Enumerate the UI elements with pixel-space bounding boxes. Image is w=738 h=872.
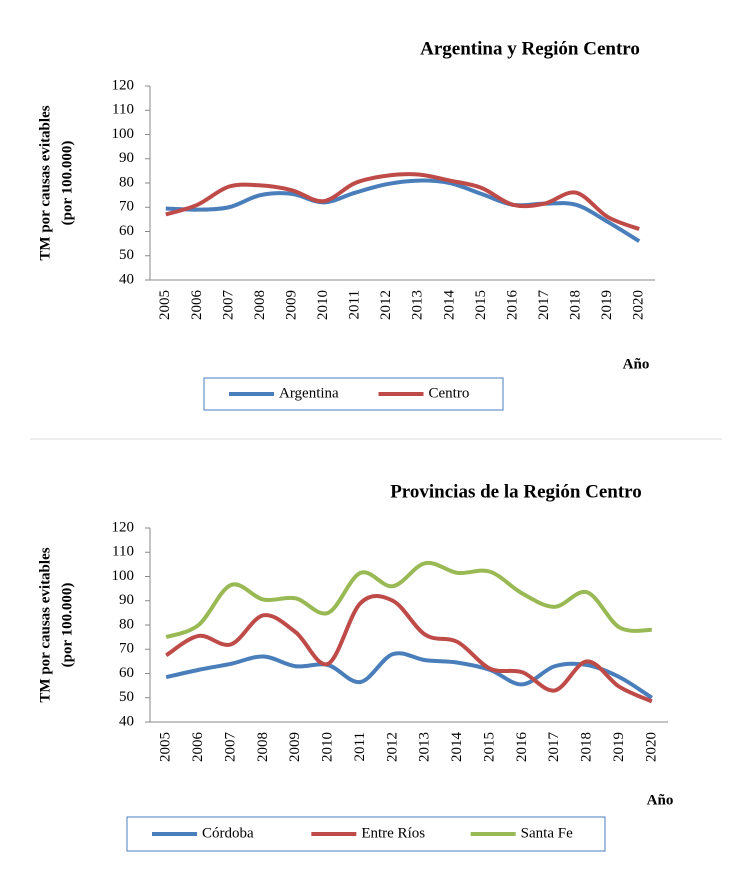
x-tick-label: 2009 xyxy=(283,290,299,320)
line-series xyxy=(165,560,652,640)
x-tick-label: 2017 xyxy=(546,732,562,763)
x-tick-label: 2007 xyxy=(222,732,238,763)
y-tick-label: 110 xyxy=(112,544,134,560)
y-tick-label: 120 xyxy=(112,77,135,93)
x-tick-label: 2019 xyxy=(611,732,627,762)
legend-label: Córdoba xyxy=(202,825,254,841)
y-tick-label: 100 xyxy=(112,126,135,142)
x-tick-label: 2016 xyxy=(504,290,520,321)
x-axis-label: Año xyxy=(623,356,650,372)
x-tick-label: 2011 xyxy=(347,290,363,319)
x-tick-label: 2011 xyxy=(352,732,368,761)
y-tick-label: 50 xyxy=(119,247,134,263)
y-tick-label: 40 xyxy=(119,271,134,287)
x-tick-label: 2013 xyxy=(417,732,433,762)
x-tick-label: 2017 xyxy=(536,290,552,321)
chart: Provincias de la Región Centro TM por cau… xyxy=(37,481,674,852)
x-tick-label: 2005 xyxy=(157,290,173,320)
y-axis-label: (por 100.000) xyxy=(59,141,75,226)
x-tick-label: 2010 xyxy=(315,290,331,320)
y-tick-label: 60 xyxy=(119,223,134,239)
x-tick-label: 2016 xyxy=(514,732,530,763)
x-tick-label: 2013 xyxy=(410,290,426,320)
x-tick-label: 2014 xyxy=(449,732,465,763)
chart-title: Provincias de la Región Centro xyxy=(390,481,642,502)
y-tick-label: 120 xyxy=(112,519,135,535)
chart: Argentina y Región Centro TM por causas e… xyxy=(37,38,655,411)
x-tick-label: 2009 xyxy=(287,732,303,762)
x-tick-label: 2010 xyxy=(320,732,336,762)
legend-label: Centro xyxy=(429,385,470,401)
y-tick-label: 50 xyxy=(119,689,134,705)
y-tick-label: 60 xyxy=(119,665,134,681)
x-axis-label: Año xyxy=(647,792,674,808)
legend-label: Santa Fe xyxy=(521,825,573,841)
x-tick-label: 2020 xyxy=(631,290,647,320)
y-axis-label: (por 100.000) xyxy=(59,583,75,668)
y-tick-label: 80 xyxy=(119,174,134,190)
legend-label: Entre Ríos xyxy=(361,825,425,841)
x-tick-label: 2014 xyxy=(441,290,457,321)
y-tick-label: 40 xyxy=(119,713,134,729)
x-tick-label: 2008 xyxy=(255,732,271,762)
x-tick-label: 2012 xyxy=(378,290,394,320)
line-series xyxy=(165,651,653,700)
x-tick-label: 2015 xyxy=(473,290,489,320)
y-tick-label: 100 xyxy=(112,568,135,584)
y-axis-label: TM por causas evitables xyxy=(37,547,53,702)
y-tick-label: 110 xyxy=(112,102,134,118)
chart-title: Argentina y Región Centro xyxy=(420,38,640,59)
x-tick-label: 2007 xyxy=(220,290,236,321)
x-tick-label: 2015 xyxy=(481,732,497,762)
y-tick-label: 90 xyxy=(119,592,134,608)
y-tick-label: 80 xyxy=(119,616,134,632)
x-tick-label: 2005 xyxy=(158,732,174,762)
x-tick-label: 2008 xyxy=(252,290,268,320)
x-tick-label: 2006 xyxy=(189,290,205,321)
y-axis-label: TM por causas evitables xyxy=(37,105,53,260)
line-series xyxy=(165,594,653,704)
x-tick-label: 2019 xyxy=(599,290,615,320)
legend-box xyxy=(203,377,504,411)
line-series xyxy=(165,178,641,243)
x-tick-label: 2018 xyxy=(568,290,584,320)
line-series xyxy=(165,172,640,231)
x-tick-label: 2006 xyxy=(190,732,206,763)
legend-label: Argentina xyxy=(279,385,339,401)
x-tick-label: 2018 xyxy=(579,732,595,762)
y-tick-label: 90 xyxy=(119,150,134,166)
x-tick-label: 2020 xyxy=(643,732,659,762)
x-tick-label: 2012 xyxy=(384,732,400,762)
y-tick-label: 70 xyxy=(119,641,134,657)
y-tick-label: 70 xyxy=(119,199,134,215)
legend-box xyxy=(126,816,606,852)
